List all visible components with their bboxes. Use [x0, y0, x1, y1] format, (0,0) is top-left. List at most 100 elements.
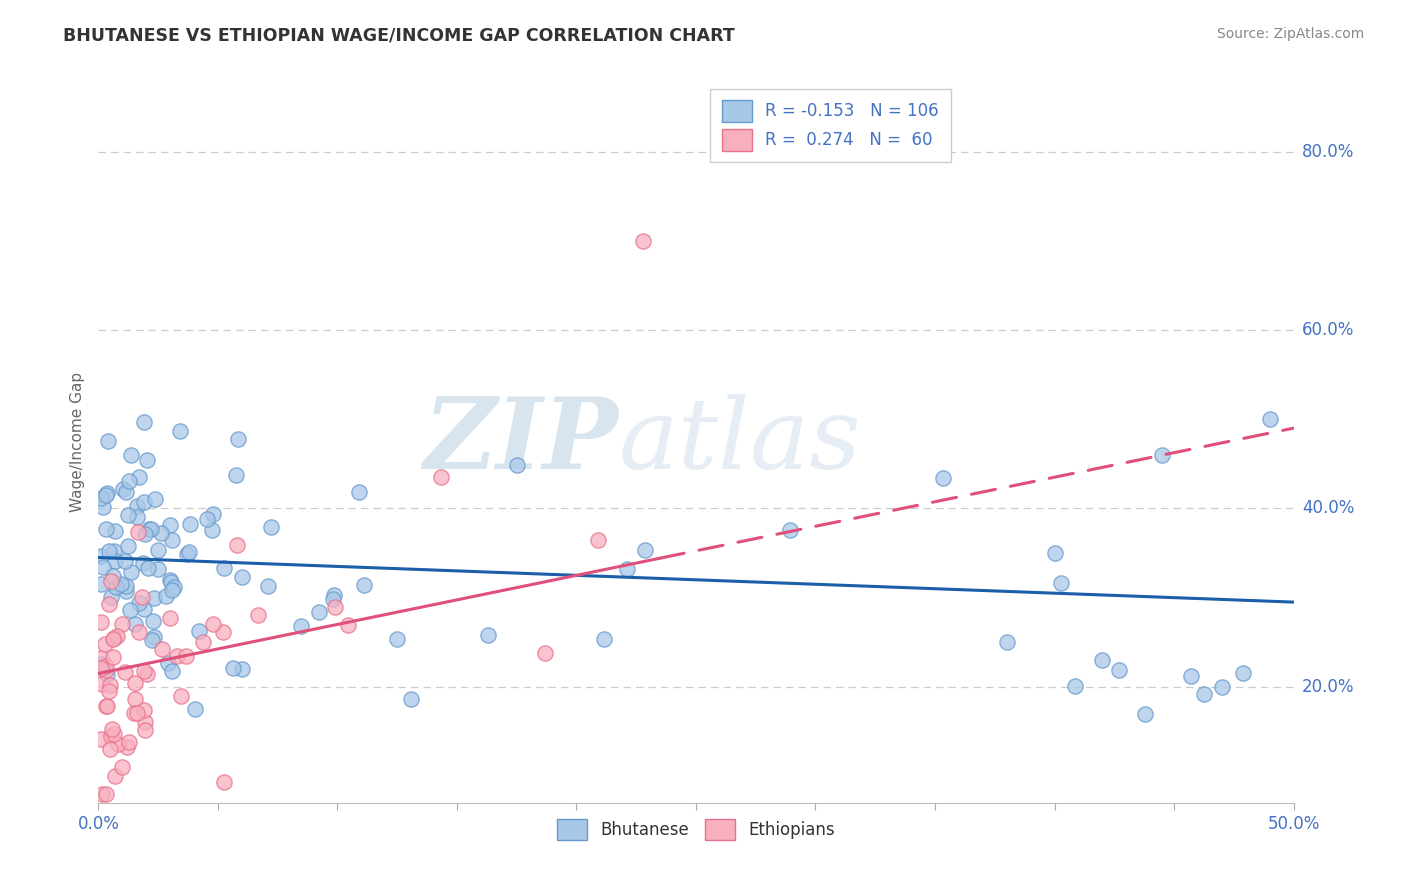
Point [94, 699, 117, 714]
Text: BHUTANESE VS ETHIOPIAN WAGE/INCOME GAP CORRELATION CHART: BHUTANESE VS ETHIOPIAN WAGE/INCOME GAP C… [63, 27, 735, 45]
Point [90, 650, 112, 665]
Point [127, 510, 149, 524]
Point [160, 533, 183, 548]
Point [1063, 679, 1085, 693]
Point [323, 588, 346, 602]
Point [633, 543, 655, 558]
Point [163, 580, 186, 594]
Point [127, 524, 149, 539]
Point [132, 495, 155, 509]
Point [179, 516, 201, 531]
Point [138, 522, 160, 536]
Point [1258, 412, 1281, 426]
Point [124, 676, 146, 690]
Point [142, 591, 165, 605]
Legend: Bhutanese, Ethiopians: Bhutanese, Ethiopians [548, 811, 844, 848]
Point [159, 518, 181, 533]
Point [159, 575, 181, 590]
Point [1180, 668, 1202, 682]
Point [586, 533, 609, 548]
Point [111, 760, 134, 774]
Point [104, 769, 127, 783]
Point [177, 545, 200, 559]
Point [98, 742, 122, 756]
Point [995, 635, 1018, 649]
Point [90, 677, 112, 691]
Point [94, 663, 117, 677]
Point [96, 486, 118, 500]
Point [1091, 653, 1114, 667]
Point [122, 706, 145, 721]
Point [353, 578, 375, 592]
Point [91, 787, 114, 801]
Text: atlas: atlas [619, 394, 860, 489]
Point [118, 603, 141, 617]
Point [1192, 687, 1215, 701]
Point [156, 657, 179, 671]
Point [103, 631, 125, 645]
Point [90, 491, 112, 505]
Point [166, 648, 188, 663]
Point [117, 539, 139, 553]
Point [91, 559, 114, 574]
Text: ZIP: ZIP [423, 393, 619, 490]
Point [114, 553, 136, 567]
Point [150, 525, 173, 540]
Point [1211, 680, 1233, 694]
Point [134, 714, 156, 729]
Point [201, 524, 224, 538]
Point [103, 632, 125, 647]
Point [159, 611, 181, 625]
Point [139, 522, 162, 536]
Point [97, 434, 120, 448]
Point [347, 485, 370, 500]
Point [188, 624, 211, 638]
Point [96, 522, 118, 536]
Point [136, 452, 159, 467]
Point [117, 508, 139, 522]
Point [256, 579, 278, 593]
Point [290, 618, 312, 632]
Point [212, 561, 235, 575]
Point [193, 635, 215, 649]
Point [96, 699, 118, 714]
Point [103, 727, 125, 741]
Point [110, 577, 132, 591]
Point [134, 602, 156, 616]
Point [118, 735, 141, 749]
Point [152, 642, 174, 657]
Point [136, 561, 159, 575]
Point [94, 659, 117, 673]
Point [100, 729, 122, 743]
Point [134, 723, 156, 737]
Point [184, 702, 207, 716]
Point [124, 617, 146, 632]
Point [90, 657, 112, 671]
Point [231, 662, 253, 676]
Point [96, 487, 118, 501]
Point [146, 562, 169, 576]
Point [231, 569, 253, 583]
Point [1135, 706, 1157, 721]
Point [103, 544, 125, 558]
Point [202, 616, 225, 631]
Point [142, 614, 165, 628]
Point [134, 703, 156, 717]
Point [169, 424, 191, 438]
Point [1050, 575, 1073, 590]
Point [134, 665, 156, 679]
Point [105, 629, 128, 643]
Point [104, 524, 127, 538]
Point [104, 580, 127, 594]
Point [1232, 666, 1254, 681]
Point [1108, 663, 1130, 677]
Point [103, 650, 125, 665]
Point [195, 512, 218, 526]
Point [111, 616, 134, 631]
Point [104, 554, 127, 568]
Point [141, 633, 163, 648]
Point [176, 547, 198, 561]
Point [592, 632, 614, 646]
Point [387, 632, 409, 646]
Point [114, 665, 136, 680]
